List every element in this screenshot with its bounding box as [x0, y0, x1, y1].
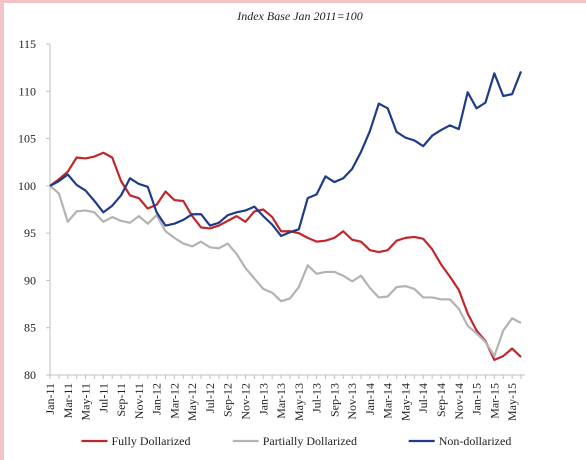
- x-tick-label: Jul-11: [96, 383, 110, 413]
- x-tick-label: Sep-11: [114, 383, 128, 417]
- x-tick-label: Jul-13: [310, 383, 324, 413]
- y-tick-label: 80: [24, 368, 36, 382]
- x-tick-label: Mar-15: [487, 383, 501, 419]
- x-tick-label: Jan-13: [256, 383, 270, 415]
- x-tick-label: Jan-11: [43, 383, 57, 415]
- x-tick-label: Mar-14: [381, 383, 395, 419]
- legend-label: Non-dollarized: [439, 434, 512, 448]
- legend-label: Partially Dollarized: [263, 434, 357, 448]
- y-tick-label: 95: [24, 226, 36, 240]
- x-tick-label: May-12: [185, 383, 199, 421]
- y-tick-label: 115: [18, 37, 36, 51]
- x-tick-label: Jan-12: [150, 383, 164, 415]
- x-tick-label: May-13: [292, 383, 306, 421]
- x-tick-label: Nov-14: [452, 383, 466, 420]
- x-tick-label: Jan-15: [470, 383, 484, 415]
- x-tick-label: Jul-14: [416, 383, 430, 413]
- x-tick-label: May-14: [398, 383, 412, 421]
- x-tick-label: May-11: [79, 383, 93, 421]
- y-tick-label: 85: [24, 321, 36, 335]
- x-tick-label: Mar-11: [61, 383, 75, 418]
- x-tick-label: Sep-14: [434, 383, 448, 417]
- x-tick-label: Nov-13: [345, 383, 359, 420]
- x-tick-label: Nov-11: [132, 383, 146, 419]
- legend-label: Fully Dollarized: [112, 434, 191, 448]
- slide-border-top: [0, 0, 586, 3]
- x-tick-label: Mar-12: [167, 383, 181, 419]
- y-tick-label: 110: [18, 84, 36, 98]
- y-tick-label: 90: [24, 273, 36, 287]
- chart-subtitle: Index Base Jan 2011=100: [236, 9, 363, 23]
- slide-border-left: [0, 0, 4, 460]
- series-line: [49, 71, 523, 238]
- y-tick-label: 105: [18, 132, 36, 146]
- x-tick-label: Sep-12: [221, 383, 235, 417]
- series-line: [49, 185, 522, 358]
- x-tick-label: Jul-12: [203, 383, 217, 413]
- y-tick-label: 100: [18, 179, 36, 193]
- series-line: [49, 151, 522, 361]
- x-tick-label: Sep-13: [327, 383, 341, 417]
- x-tick-label: May-15: [505, 383, 519, 421]
- x-tick-label: Nov-12: [239, 383, 253, 420]
- x-tick-label: Jan-14: [363, 383, 377, 415]
- x-tick-label: Mar-13: [274, 383, 288, 419]
